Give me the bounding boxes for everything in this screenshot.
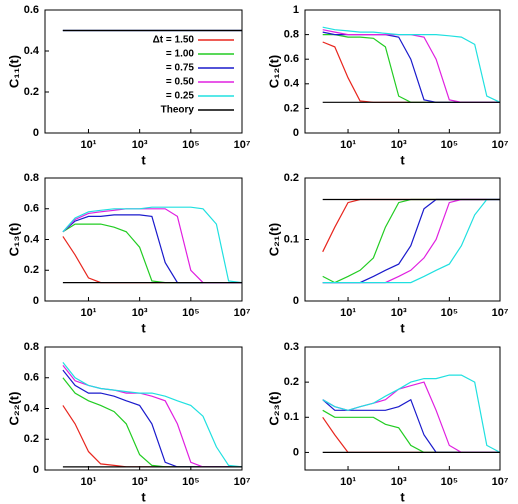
y-tick-label: 0.2 [24, 86, 39, 98]
y-tick-label: 0.6 [24, 203, 39, 215]
x-tick-label: 10⁷ [234, 307, 251, 319]
y-tick-label: 0.4 [24, 45, 40, 57]
x-tick-label: 10³ [391, 139, 407, 151]
series-line [322, 31, 500, 103]
series-line [322, 198, 500, 284]
y-tick-label: 0.2 [24, 264, 39, 276]
plot-frame [44, 346, 243, 471]
y-tick-label: 0.6 [24, 4, 39, 16]
series-line [62, 214, 242, 284]
x-tick-label: 10⁵ [441, 307, 458, 319]
legend-label: = 0.75 [166, 63, 195, 74]
series-line [62, 236, 242, 284]
plot-frame [44, 9, 243, 134]
x-tick-label: 10³ [132, 307, 148, 319]
x-tick-label: 10⁷ [492, 139, 509, 151]
y-tick-label: 0 [293, 295, 299, 307]
series-line [322, 26, 500, 103]
x-tick-label: 10³ [132, 139, 148, 151]
series-line [62, 362, 242, 468]
series-line [322, 34, 500, 103]
y-tick-label: 0.2 [284, 172, 299, 184]
plot-frame [304, 177, 501, 302]
series-line [62, 365, 242, 468]
y-axis-label: C₁₂(t) [266, 55, 281, 89]
series-line [62, 206, 242, 284]
x-axis-label: t [141, 152, 146, 167]
x-tick-label: 10⁵ [182, 476, 199, 488]
series-line [62, 223, 242, 284]
legend-label: Theory [161, 105, 195, 116]
x-tick-label: 10¹ [81, 476, 97, 488]
x-tick-label: 10⁵ [441, 139, 458, 151]
x-axis-label: t [400, 489, 405, 504]
series-line [322, 398, 500, 453]
x-tick-label: 10¹ [81, 307, 97, 319]
series-line [322, 409, 500, 453]
x-tick-label: 10⁵ [441, 476, 458, 488]
x-tick-label: 10¹ [81, 139, 97, 151]
x-tick-label: 10⁷ [234, 139, 251, 151]
y-tick-label: 0.4 [284, 78, 300, 90]
legend-label: = 0.25 [166, 91, 195, 102]
series-line [322, 416, 500, 453]
y-tick-label: 0 [33, 464, 39, 476]
y-tick-label: 0 [293, 446, 299, 458]
y-tick-label: 0.2 [24, 433, 39, 445]
x-tick-label: 10⁵ [182, 307, 199, 319]
legend-label: = 1.00 [166, 49, 195, 60]
x-tick-label: 10³ [132, 476, 148, 488]
x-tick-label: 10³ [391, 476, 407, 488]
y-tick-label: 0.2 [284, 376, 299, 388]
x-axis-label: t [141, 320, 146, 335]
x-tick-label: 10¹ [340, 476, 356, 488]
y-tick-label: 0.6 [24, 372, 39, 384]
x-axis-label: t [400, 320, 405, 335]
plot-frame [304, 9, 501, 134]
y-axis-label: C₁₁(t) [6, 55, 21, 88]
series-line [322, 198, 500, 284]
y-tick-label: 0.3 [284, 341, 299, 353]
y-tick-label: 0 [33, 295, 39, 307]
series-line [322, 29, 500, 103]
series-line [322, 374, 500, 453]
y-axis-label: C₂₂(t) [6, 392, 21, 426]
y-axis-label: C₂₃(t) [266, 391, 281, 425]
series-line [62, 405, 242, 468]
y-tick-label: 0 [33, 127, 39, 139]
x-tick-label: 10⁷ [234, 476, 251, 488]
series-line [322, 41, 500, 103]
x-axis-label: t [141, 489, 146, 504]
y-tick-label: 0.2 [284, 102, 299, 114]
plot-frame [304, 346, 501, 471]
y-tick-label: 0.8 [24, 341, 39, 353]
legend-label: = 0.50 [166, 77, 195, 88]
y-tick-label: 0.6 [284, 53, 299, 65]
y-tick-label: 0 [293, 127, 299, 139]
x-tick-label: 10¹ [340, 139, 356, 151]
x-tick-label: 10⁷ [492, 307, 509, 319]
x-tick-label: 10⁵ [182, 139, 199, 151]
y-tick-label: 0.1 [284, 233, 299, 245]
y-tick-label: 0.8 [284, 29, 299, 41]
x-tick-label: 10⁷ [492, 476, 509, 488]
legend-label: Δt = 1.50 [153, 35, 195, 46]
y-tick-label: 0.4 [24, 402, 40, 414]
x-tick-label: 10³ [391, 307, 407, 319]
x-tick-label: 10¹ [340, 307, 356, 319]
plot-frame [44, 177, 243, 302]
y-axis-label: C₁₃(t) [6, 223, 21, 257]
y-tick-label: 1 [293, 4, 299, 16]
x-axis-label: t [400, 152, 405, 167]
y-tick-label: 0.4 [24, 233, 40, 245]
y-axis-label: C₂₁(t) [266, 223, 281, 257]
y-tick-label: 0.8 [24, 172, 39, 184]
y-tick-label: 0.1 [284, 411, 299, 423]
